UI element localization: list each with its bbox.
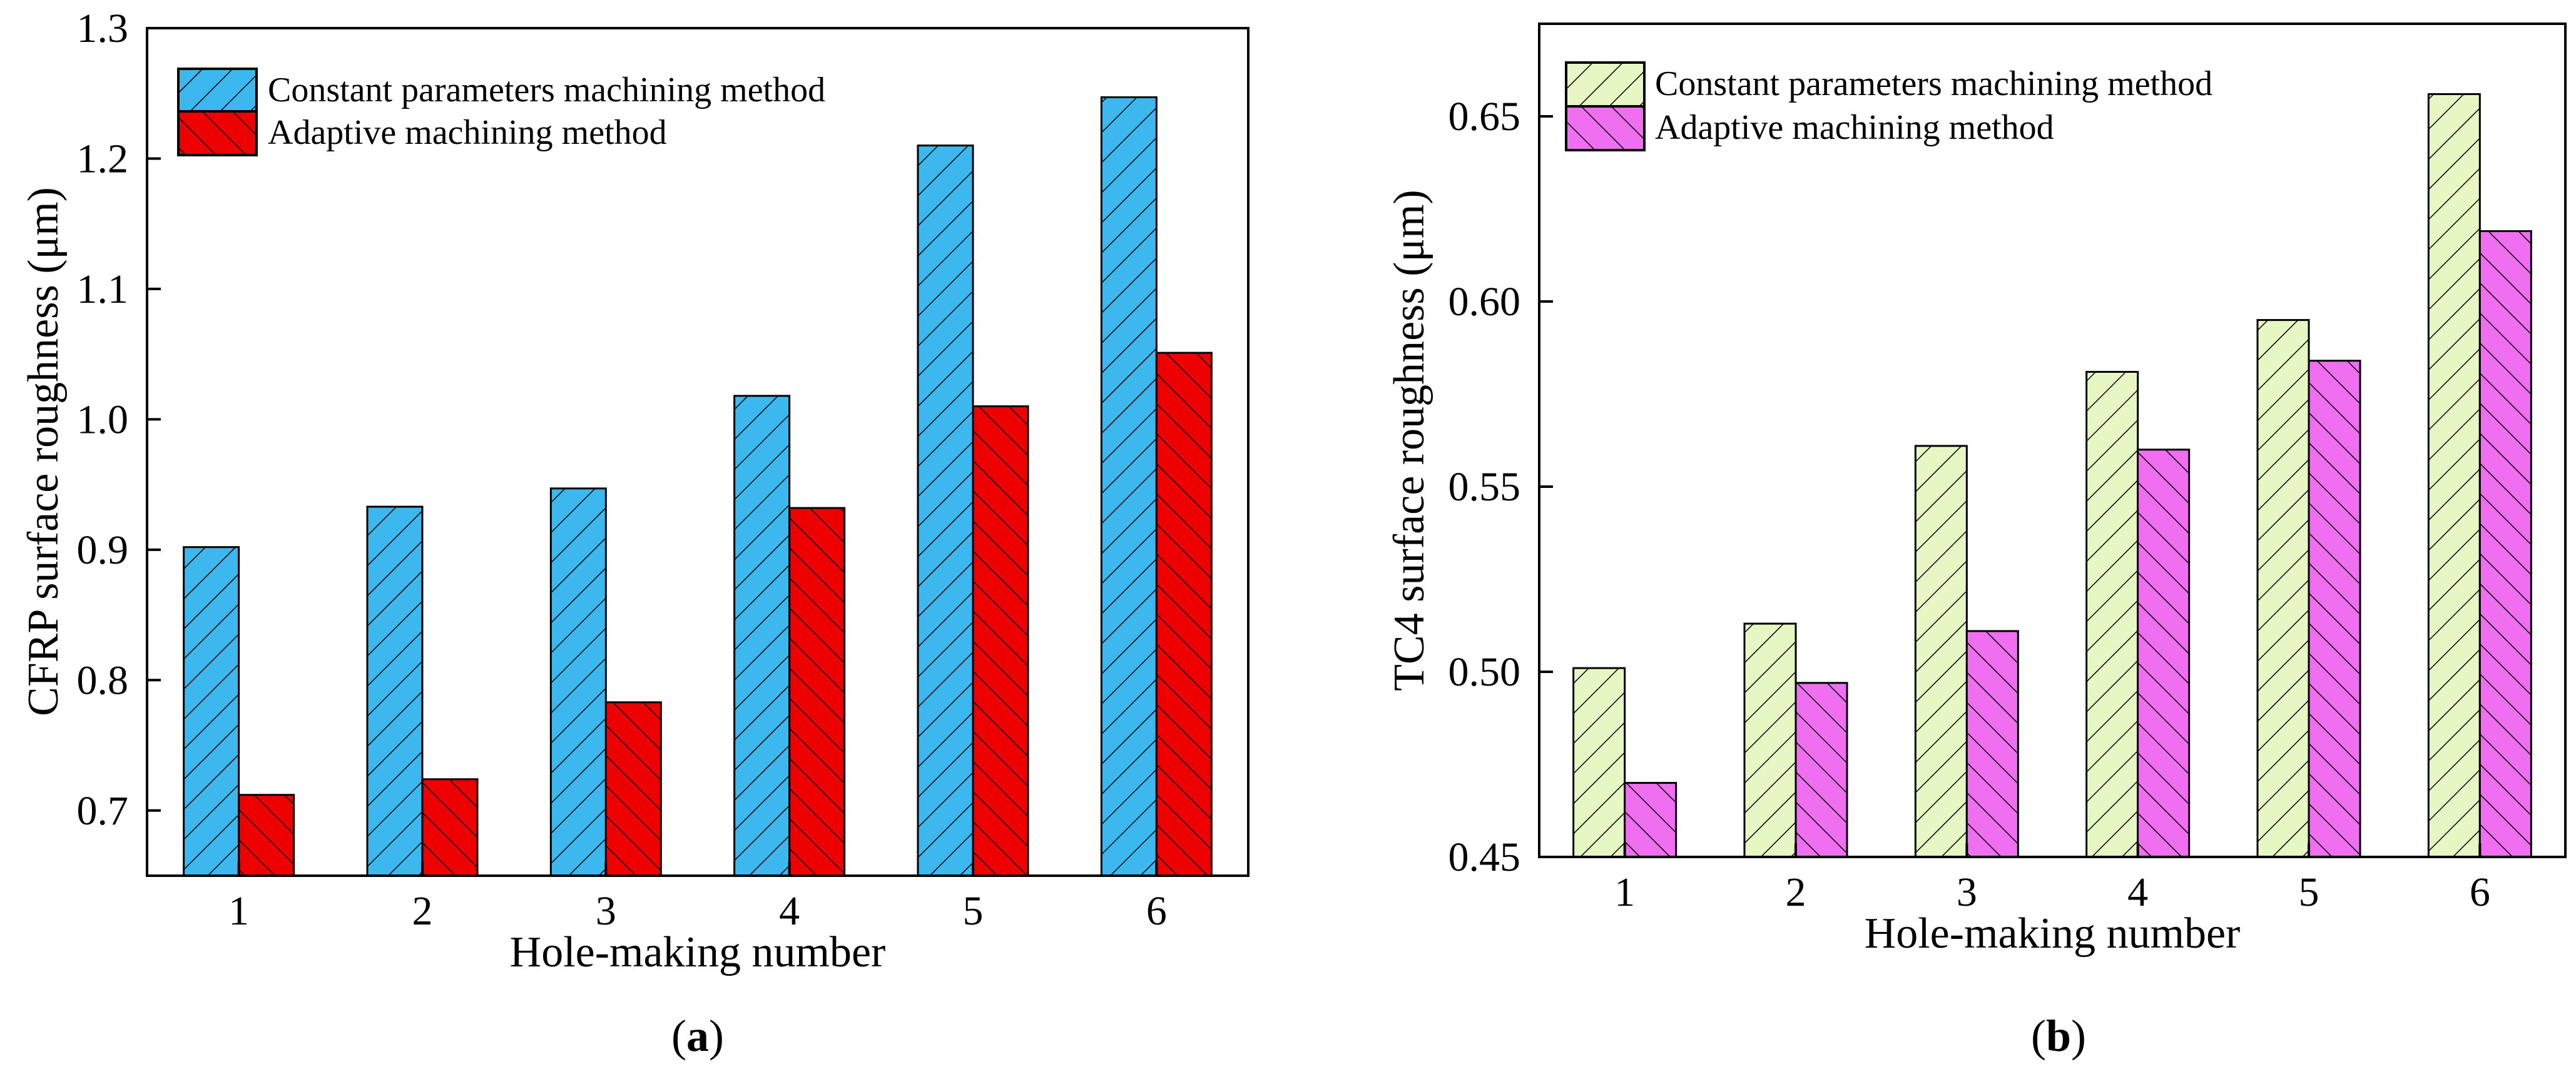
x-tick-label: 1 bbox=[228, 888, 249, 934]
bar bbox=[733, 395, 791, 877]
x-tick-label: 6 bbox=[2470, 869, 2490, 915]
bar bbox=[2478, 230, 2532, 858]
bar bbox=[604, 701, 662, 877]
y-tick-label: 1.2 bbox=[77, 136, 129, 181]
bar bbox=[1100, 96, 1158, 877]
x-axis: 1 2 3 4 5 6 bbox=[228, 862, 1167, 934]
x-tick-label: 2 bbox=[412, 888, 433, 934]
bar-hatch bbox=[1624, 782, 1677, 858]
legend-swatch-hatch bbox=[177, 110, 258, 156]
legend-swatch-hatch bbox=[177, 68, 258, 114]
bar bbox=[366, 505, 424, 877]
bar-hatch bbox=[183, 546, 240, 877]
bar-hatch bbox=[2256, 319, 2310, 858]
bar-hatch bbox=[788, 507, 846, 877]
y-axis-title: CFRP surface roughness (μm) bbox=[19, 187, 68, 716]
legend-swatch-hatch bbox=[1565, 61, 1646, 108]
bar bbox=[2308, 360, 2361, 858]
bar bbox=[2085, 370, 2139, 858]
bar-hatch bbox=[2478, 230, 2532, 858]
bar-hatch bbox=[2085, 370, 2139, 858]
bar-hatch bbox=[549, 487, 607, 877]
x-tick-label: 3 bbox=[1957, 869, 1977, 915]
x-tick-label: 4 bbox=[779, 888, 800, 934]
bar bbox=[1155, 352, 1213, 877]
y-tick-label: 0.55 bbox=[1448, 464, 1521, 510]
bar-hatch bbox=[2137, 448, 2191, 858]
x-axis-title: Hole-making number bbox=[510, 928, 886, 976]
y-tick-label: 0.7 bbox=[77, 788, 129, 834]
bar-group bbox=[1572, 93, 2532, 858]
bar bbox=[2427, 93, 2481, 858]
x-tick-label: 2 bbox=[1786, 869, 1806, 915]
bar-hatch bbox=[972, 405, 1029, 877]
bar bbox=[549, 487, 607, 877]
bar bbox=[917, 144, 974, 877]
x-tick-label: 1 bbox=[1614, 869, 1635, 915]
panel-label-a: (a) bbox=[671, 1011, 724, 1061]
y-tick-label: 0.50 bbox=[1448, 649, 1521, 695]
bar bbox=[972, 405, 1029, 877]
bar-hatch bbox=[366, 505, 424, 877]
legend: Constant parameters machining method Ada… bbox=[1565, 61, 2212, 151]
legend-label-constant: Constant parameters machining method bbox=[1655, 64, 2212, 103]
bar bbox=[1795, 682, 1848, 858]
bar bbox=[1624, 782, 1677, 858]
y-tick-label: 0.65 bbox=[1448, 94, 1521, 139]
bar-hatch bbox=[604, 701, 662, 877]
y-tick-label: 0.45 bbox=[1448, 834, 1521, 880]
x-axis: 1 2 3 4 5 6 bbox=[1614, 843, 2490, 915]
legend-label-constant: Constant parameters machining method bbox=[268, 71, 825, 109]
legend-label-adaptive: Adaptive machining method bbox=[268, 113, 667, 152]
bar bbox=[1914, 445, 1968, 858]
bar-hatch bbox=[733, 395, 791, 877]
plot-frame bbox=[146, 27, 1250, 877]
bar bbox=[1965, 630, 2019, 858]
x-tick-label: 4 bbox=[2127, 869, 2148, 915]
bar-hatch bbox=[1100, 96, 1158, 877]
x-tick-label: 3 bbox=[596, 888, 616, 934]
x-tick-label: 5 bbox=[963, 888, 984, 934]
bar-hatch bbox=[1965, 630, 2019, 858]
y-tick-label: 0.60 bbox=[1448, 279, 1521, 325]
x-tick-label: 6 bbox=[1146, 888, 1167, 934]
bar bbox=[238, 794, 295, 877]
bar bbox=[1743, 622, 1797, 858]
bar bbox=[421, 778, 479, 877]
bar-hatch bbox=[1914, 445, 1968, 858]
x-tick-label: 5 bbox=[2299, 869, 2319, 915]
plot-frame bbox=[1538, 23, 2567, 858]
bar-hatch bbox=[2308, 360, 2361, 858]
y-axis: 0.7 0.8 0.9 1.0 1.1 1.2 1.3 bbox=[77, 6, 161, 834]
bar bbox=[788, 507, 846, 877]
legend-label-adaptive: Adaptive machining method bbox=[1655, 108, 2054, 147]
bar bbox=[1572, 667, 1626, 858]
bar-hatch bbox=[1743, 622, 1797, 858]
bar-hatch bbox=[421, 778, 479, 877]
bar-group bbox=[183, 96, 1213, 877]
chart-panel-a: 0.7 0.8 0.9 1.0 1.1 1.2 1.3 1 2 3 4 5 6 Constant pa… bbox=[19, 6, 1250, 1061]
y-tick-label: 0.9 bbox=[77, 527, 129, 573]
y-axis: 0.45 0.50 0.55 0.60 0.65 bbox=[1448, 94, 1553, 880]
chart-panel-b: 0.45 0.50 0.55 0.60 0.65 1 2 3 4 5 6 Constant par… bbox=[1385, 23, 2567, 1061]
bar bbox=[2137, 448, 2191, 858]
bar-hatch bbox=[1795, 682, 1848, 858]
x-axis-title: Hole-making number bbox=[1865, 909, 2241, 958]
bar-hatch bbox=[238, 794, 295, 877]
y-axis-title: TC4 surface roughness (μm) bbox=[1385, 190, 1433, 691]
bar-hatch bbox=[1572, 667, 1626, 858]
y-tick-label: 1.1 bbox=[77, 266, 129, 312]
panel-label-b: (b) bbox=[2031, 1011, 2086, 1061]
y-tick-label: 1.3 bbox=[77, 6, 129, 51]
legend-swatch-hatch bbox=[1565, 105, 1646, 151]
bar-hatch bbox=[2427, 93, 2481, 858]
bar bbox=[2256, 319, 2310, 858]
legend: Constant parameters machining method Ada… bbox=[177, 68, 825, 156]
y-tick-label: 1.0 bbox=[77, 397, 129, 442]
bar bbox=[183, 546, 240, 877]
bar-hatch bbox=[917, 144, 974, 877]
y-tick-label: 0.8 bbox=[77, 657, 129, 703]
bar-hatch bbox=[1155, 352, 1213, 877]
